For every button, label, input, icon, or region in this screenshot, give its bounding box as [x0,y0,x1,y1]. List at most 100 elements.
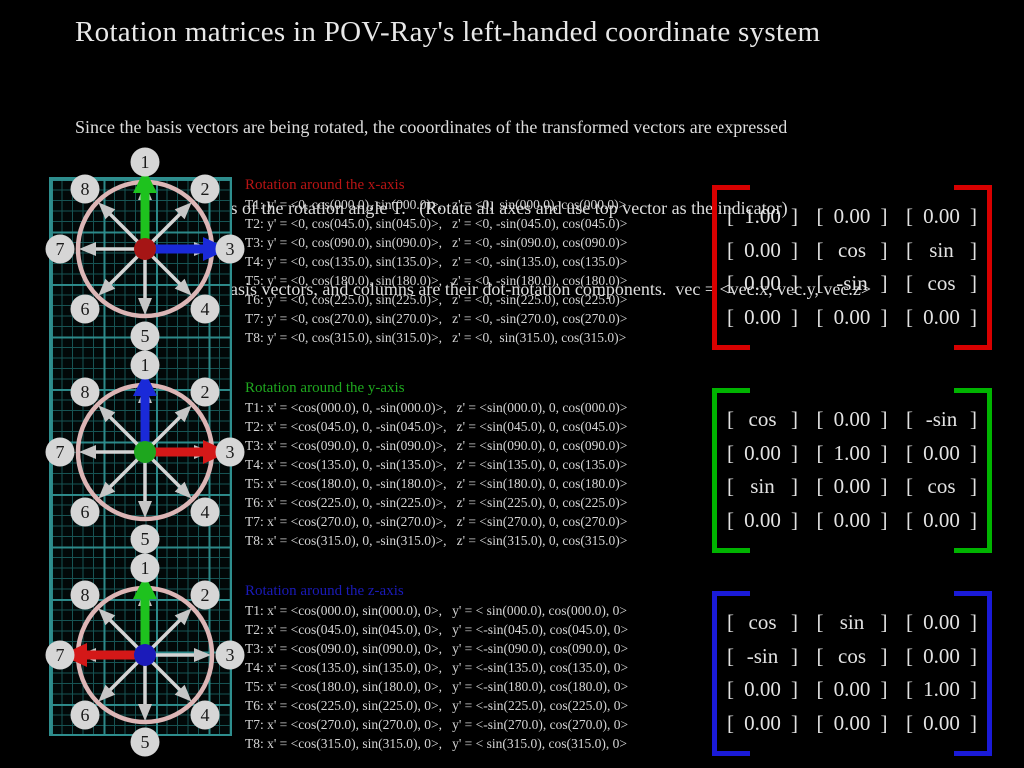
badge-number: 2 [201,585,210,605]
cell-open-bracket: [ [727,710,734,735]
matrix-row: [0.00] [0.00] [1.00] [712,673,992,707]
badge-circle [190,294,220,324]
cell-close-bracket: ] [791,237,798,262]
cell-close-bracket: ] [791,643,798,668]
cell-close-bracket: ] [791,610,798,635]
badge-number: 8 [81,382,90,402]
badge-circle [70,700,100,730]
formula-line: T3: y' = <0, cos(090.0), sin(090.0)>, z'… [245,235,628,250]
wheel-badges: 1 2 3 4 5 6 7 8 [45,147,245,351]
badge-circle [70,174,100,204]
section-header: Rotation around the y-axis [245,380,405,396]
cell-close-bracket: ] [970,407,977,432]
cell-close-bracket: ] [970,507,977,532]
badge-number: 2 [201,179,210,199]
z-axis-arrow [133,372,157,449]
badge-circle [45,640,75,670]
matrix-value: 0.00 [923,507,960,532]
cell-open-bracket: [ [816,204,824,229]
matrix-value: 0.00 [744,304,781,329]
matrix-value: sin [839,610,865,635]
cell-open-bracket: [ [816,507,824,532]
matrix-cell: [0.00] [817,407,888,432]
badge-circle [45,234,75,264]
matrix-value: 0.00 [923,440,960,465]
wheel-badges: 1 2 3 4 5 6 7 8 [45,350,245,554]
z-axis-arrow [142,237,229,261]
matrix-cell: [cos] [727,407,798,432]
cell-close-bracket: ] [970,271,977,296]
matrix-cell: [cos] [906,474,977,499]
cell-close-bracket: ] [791,440,798,465]
matrix-value: 0.00 [744,237,781,262]
matrix-row: [0.00] [0.00] [0.00] [712,504,992,538]
formula-line: T5: y' = <0, cos(180.0), sin(180.0)>, z'… [245,273,628,288]
cell-close-bracket: ] [880,271,888,296]
badge-number: 5 [141,732,150,752]
badge-number: 3 [226,645,235,665]
badge-number: 5 [141,529,150,549]
y-axis-arrow [133,169,157,246]
badge-number: 5 [141,326,150,346]
badge-number: 1 [141,558,150,578]
matrix-value: sin [929,237,954,262]
formula-line: T5: x' = <cos(180.0), sin(180.0), 0>, y'… [245,679,629,694]
matrix-row: [0.00] [1.00] [0.00] [712,437,992,471]
matrix-value: 0.00 [923,710,960,735]
cell-open-bracket: [ [906,677,913,702]
badge-circle [190,377,220,407]
matrix-cell: [-sin] [727,644,798,669]
matrix-row: [1.00] [0.00] [0.00] [712,200,992,234]
badge-number: 8 [81,585,90,605]
badge-circle [130,350,160,380]
matrix-bracket-right [954,388,992,553]
matrix-cell: [0.00] [906,441,977,466]
matrix-cell: [0.00] [906,644,977,669]
y-axis-hub [134,441,156,463]
cell-close-bracket: ] [791,507,798,532]
formula-line: T5: x' = <cos(180.0), 0, -sin(180.0)>, z… [245,476,628,491]
page-title: Rotation matrices in POV-Ray's left-hand… [75,16,821,48]
cell-open-bracket: [ [906,474,913,499]
matrix-value: 0.00 [833,474,871,499]
cell-open-bracket: [ [906,204,913,229]
cell-open-bracket: [ [906,237,913,262]
cell-open-bracket: [ [727,507,734,532]
matrix-cell: [0.00] [906,711,977,736]
cell-close-bracket: ] [880,407,888,432]
badge-number: 7 [56,645,65,665]
matrix-bracket-right [954,185,992,350]
matrix-cell: [0.00] [817,677,888,702]
matrix-cell: [0.00] [727,711,798,736]
formula-line: T6: x' = <cos(225.0), sin(225.0), 0>, y'… [245,698,629,713]
cell-open-bracket: [ [816,271,824,296]
cell-open-bracket: [ [816,610,824,635]
matrix-value: 0.00 [833,710,871,735]
formula-line: T3: x' = <cos(090.0), 0, -sin(090.0)>, z… [245,438,628,453]
matrix-row: [0.00] [0.00] [0.00] [712,707,992,741]
badge-circle [190,700,220,730]
cell-close-bracket: ] [970,304,977,329]
matrix-cell: [cos] [817,644,888,669]
cell-close-bracket: ] [970,237,977,262]
badge-number: 1 [141,355,150,375]
matrix-bracket-left [712,591,750,756]
cell-close-bracket: ] [880,507,888,532]
badge-number: 4 [201,705,210,725]
cell-open-bracket: [ [906,643,913,668]
y-axis-arrow [133,575,157,652]
cell-close-bracket: ] [880,710,888,735]
formula-line: T3: x' = <cos(090.0), sin(090.0), 0>, y'… [245,641,629,656]
matrix-value: -sin [925,407,958,432]
badge-number: 6 [81,502,90,522]
cell-close-bracket: ] [880,610,888,635]
matrix-cell: [0.00] [906,204,977,229]
cell-open-bracket: [ [906,271,913,296]
matrix-y-axis: [cos] [0.00] [ -sin] [0.00] [1.00] [0.00]… [712,388,992,553]
matrix-value: 1.00 [744,204,781,229]
cell-close-bracket: ] [880,474,888,499]
badge-number: 4 [201,502,210,522]
matrix-row: [0.00] [cos] [sin] [712,234,992,268]
matrix-value: 0.00 [923,610,960,635]
matrix-value: 0.00 [833,304,871,329]
